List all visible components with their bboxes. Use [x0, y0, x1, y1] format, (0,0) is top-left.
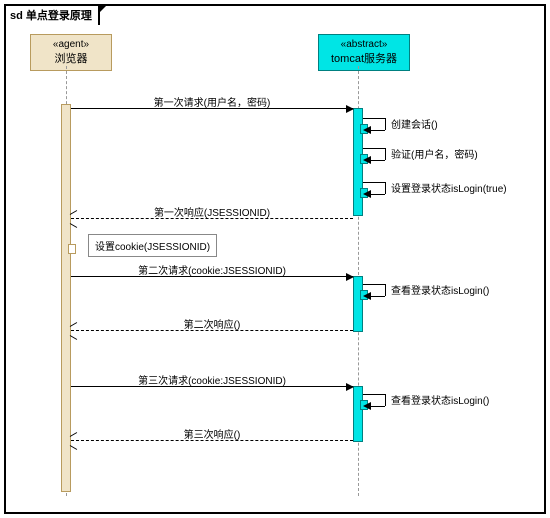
arrow-resp2 [71, 330, 353, 331]
arrow-req2 [71, 276, 353, 277]
msg-resp3: 第三次响应() [71, 426, 353, 441]
arrow-req1 [71, 108, 353, 109]
arrow-req3 [71, 386, 353, 387]
participant-server: «abstract» tomcat服务器 [318, 34, 410, 71]
server-name: tomcat服务器 [323, 50, 405, 66]
participant-client: «agent» 浏览器 [30, 34, 112, 71]
client-name: 浏览器 [35, 50, 107, 66]
exec-setcookie [68, 244, 76, 254]
msg-req3: 第三次请求(cookie:JSESSIONID) [71, 372, 353, 387]
frame-title: sd 单点登录原理 [4, 4, 100, 25]
client-stereotype: «agent» [35, 39, 107, 50]
msg-resp2: 第二次响应() [71, 316, 353, 331]
msg-req2: 第二次请求(cookie:JSESSIONID) [71, 262, 353, 277]
arrow-resp3 [71, 440, 353, 441]
activation-server-2 [353, 276, 363, 332]
activation-server-3 [353, 386, 363, 442]
sequence-frame: sd 单点登录原理 «agent» 浏览器 «abstract» tomcat服… [4, 4, 546, 514]
arrow-resp1 [71, 218, 353, 219]
note-setcookie: 设置cookie(JSESSIONID) [88, 234, 217, 257]
msg-req1: 第一次请求(用户名，密码) [71, 94, 353, 109]
msg-resp1: 第一次响应(JSESSIONID) [71, 204, 353, 219]
activation-client [61, 104, 71, 492]
server-stereotype: «abstract» [323, 39, 405, 50]
